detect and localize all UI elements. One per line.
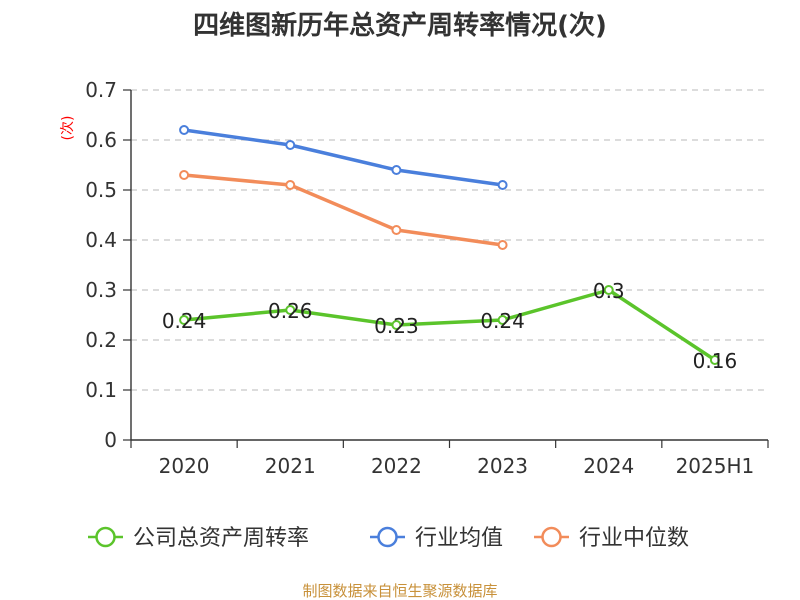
data-point bbox=[285, 305, 296, 315]
series-line bbox=[182, 288, 717, 362]
data-label: 0.26 bbox=[268, 299, 313, 323]
series-0: 0.24 0.26 0.23 0.24 0.3 0.16 bbox=[162, 279, 737, 373]
y-tick-label: 0.5 bbox=[85, 178, 117, 202]
y-tick-label: 0 bbox=[104, 428, 117, 452]
x-tick-label: 2023 bbox=[477, 454, 528, 478]
data-point bbox=[709, 355, 720, 365]
y-tick-label: 0.6 bbox=[85, 128, 117, 152]
data-label: 0.16 bbox=[693, 349, 738, 373]
data-point bbox=[497, 240, 508, 250]
data-point bbox=[603, 285, 614, 295]
y-tick-label: 0.1 bbox=[85, 378, 117, 402]
series-line bbox=[182, 173, 505, 247]
y-tick-label: 0.3 bbox=[85, 278, 117, 302]
series-layer: 0.24 0.26 0.23 0.24 0.3 0.16 bbox=[162, 125, 737, 373]
legend: 公司总资产周转率 行业均值 行业中位数 bbox=[88, 526, 689, 551]
y-tick-label: 0.4 bbox=[85, 228, 117, 252]
legend-item: 行业中位数 bbox=[534, 526, 689, 551]
data-label: 0.23 bbox=[374, 314, 419, 338]
data-point bbox=[391, 320, 402, 330]
legend-label: 行业均值 bbox=[415, 526, 503, 551]
source-note: 制图数据来自恒生聚源数据库 bbox=[302, 582, 497, 600]
x-tick-label: 2022 bbox=[371, 454, 422, 478]
data-point bbox=[497, 315, 508, 325]
series-line bbox=[182, 128, 505, 187]
y-tick-label: 0.7 bbox=[85, 78, 117, 102]
x-tick-label: 2021 bbox=[265, 454, 316, 478]
x-tick-label: 2020 bbox=[159, 454, 210, 478]
legend-label: 行业中位数 bbox=[579, 526, 689, 551]
legend-item: 行业均值 bbox=[370, 526, 503, 551]
axes: 0 0.1 0.2 0.3 0.4 0.5 0.6 0.7 2020 2021 2022 2023 20… bbox=[85, 78, 769, 478]
data-label: 0.24 bbox=[162, 309, 207, 333]
grid-lines bbox=[131, 89, 768, 391]
series-2 bbox=[179, 170, 508, 250]
legend-item: 公司总资产周转率 bbox=[88, 526, 309, 551]
x-tick-label: 2025H1 bbox=[676, 454, 755, 478]
legend-label: 公司总资产周转率 bbox=[133, 526, 309, 551]
y-tick-label: 0.2 bbox=[85, 328, 117, 352]
data-label: 0.3 bbox=[593, 279, 625, 303]
data-point bbox=[179, 170, 190, 180]
data-point bbox=[391, 225, 402, 235]
data-point bbox=[391, 165, 402, 175]
data-label: 0.24 bbox=[480, 309, 525, 333]
data-point bbox=[179, 125, 190, 135]
y-axis-label: (次) bbox=[60, 116, 76, 141]
legend-swatch-marker bbox=[541, 526, 562, 548]
data-point bbox=[285, 140, 296, 150]
data-point bbox=[179, 315, 190, 325]
data-point bbox=[497, 180, 508, 190]
x-tick-label: 2024 bbox=[583, 454, 634, 478]
chart-title: 四维图新历年总资产周转率情况(次) bbox=[193, 10, 607, 41]
data-point bbox=[285, 180, 296, 190]
legend-swatch-marker bbox=[377, 526, 398, 548]
legend-swatch-marker bbox=[95, 526, 116, 548]
series-1 bbox=[179, 125, 508, 190]
